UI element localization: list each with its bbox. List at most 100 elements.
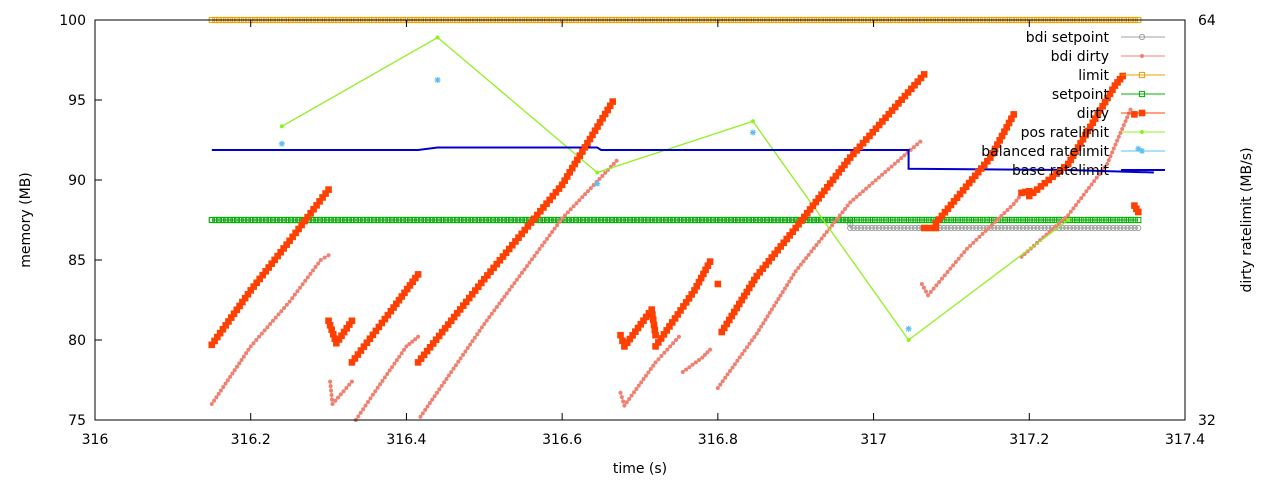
point-dirty <box>657 335 665 342</box>
point-setpoint <box>435 216 443 224</box>
point-bdi-dirty <box>763 317 768 322</box>
point-setpoint <box>497 216 504 224</box>
point-bdi-dirty <box>1059 218 1064 223</box>
point-bdi-dirty <box>329 393 334 398</box>
point-dirty <box>283 241 290 248</box>
point-setpoint <box>778 216 785 224</box>
point-bdi-dirty <box>262 328 267 333</box>
point-bdi-dirty <box>507 287 512 292</box>
point-bdi-dirty <box>399 351 404 356</box>
point-setpoint <box>417 216 424 224</box>
point-setpoint <box>698 216 706 224</box>
point-bdi-dirty <box>537 247 542 252</box>
point-dirty <box>735 300 743 308</box>
point-bdi-dirty <box>475 332 480 337</box>
point-setpoint <box>983 216 990 224</box>
point-bdi-dirty <box>899 156 904 161</box>
point-bdi-setpoint <box>1016 224 1023 232</box>
point-bdi-dirty <box>545 236 550 241</box>
point-setpoint <box>652 216 659 224</box>
series-pos-ratelimit <box>279 35 1071 342</box>
point-dirty <box>216 329 224 337</box>
point-dirty <box>326 321 334 329</box>
point-dirty <box>289 233 296 241</box>
point-dirty <box>438 328 446 336</box>
point-dirty <box>989 149 996 157</box>
point-setpoint <box>428 216 435 224</box>
point-bdi-dirty <box>759 324 764 329</box>
point-dirty <box>806 206 814 213</box>
y-tick-label: 100 <box>59 13 86 29</box>
point-dirty <box>971 172 979 180</box>
point-setpoint <box>908 216 915 224</box>
y-tick-label: 85 <box>68 253 86 269</box>
point-dirty <box>666 323 673 330</box>
point-setpoint <box>861 216 868 224</box>
point-bdi-dirty <box>708 347 713 352</box>
point-bdi-dirty <box>965 246 969 251</box>
point-bdi-dirty <box>953 260 958 265</box>
point-dirty <box>1077 140 1084 147</box>
point-bdi-dirty <box>793 269 798 274</box>
y-tick-label: 95 <box>68 93 86 109</box>
point-dirty <box>762 261 770 269</box>
point-bdi-dirty <box>552 226 557 231</box>
point-bdi-dirty <box>705 350 710 355</box>
point-bdi-dirty <box>465 346 470 351</box>
point-bdi-dirty <box>270 318 275 323</box>
point-dirty <box>225 318 232 325</box>
point-dirty <box>310 205 317 213</box>
point-dirty <box>268 260 275 267</box>
point-bdi-dirty <box>329 388 334 393</box>
point-setpoint <box>1127 216 1135 224</box>
point-setpoint <box>471 216 479 224</box>
point-bdi-setpoint <box>875 224 883 232</box>
point-dirty <box>493 260 501 268</box>
point-bdi-dirty <box>796 265 801 270</box>
point-bdi-dirty <box>370 392 375 397</box>
point-dirty <box>663 327 670 334</box>
y-tick-label: 80 <box>68 333 86 349</box>
point-dirty <box>333 339 340 347</box>
point-dirty <box>1045 176 1053 184</box>
point-bdi-setpoint <box>1077 224 1084 232</box>
point-setpoint <box>691 216 698 224</box>
point-bdi-dirty <box>700 355 705 360</box>
point-bdi-dirty <box>860 189 865 194</box>
point-setpoint <box>1088 216 1095 224</box>
point-setpoint <box>1113 216 1120 224</box>
point-setpoint <box>623 216 630 224</box>
point-bdi-dirty <box>365 400 370 404</box>
point-setpoint <box>767 216 774 224</box>
point-bdi-dirty <box>723 375 728 380</box>
point-dirty <box>1025 187 1033 195</box>
point-dirty <box>753 272 761 280</box>
point-dirty <box>932 224 940 232</box>
legend-label: base ratelimit <box>1012 163 1110 179</box>
point-dirty <box>211 337 218 345</box>
point-bdi-dirty <box>1079 196 1084 201</box>
point-setpoint <box>230 216 237 224</box>
point-dirty <box>862 136 870 143</box>
point-bdi-dirty <box>530 257 535 262</box>
point-setpoint <box>219 216 226 224</box>
point-bdi-setpoint <box>991 224 998 232</box>
point-bdi-setpoint <box>1070 224 1077 232</box>
point-bdi-dirty <box>671 341 676 346</box>
point-dirty <box>645 309 653 317</box>
point-setpoint <box>212 216 219 224</box>
point-bdi-dirty <box>662 350 667 355</box>
point-setpoint <box>976 216 983 224</box>
point-bdi-dirty <box>583 192 588 197</box>
point-bdi-dirty <box>665 347 670 352</box>
point-bdi-dirty <box>268 322 273 326</box>
point-bdi-dirty <box>214 395 219 400</box>
x-tick-label: 316 <box>82 432 109 448</box>
point-setpoint <box>749 216 756 224</box>
point-bdi-dirty <box>497 301 502 306</box>
point-setpoint <box>785 216 792 224</box>
point-setpoint <box>1102 216 1109 224</box>
point-dirty <box>527 219 535 226</box>
point-setpoint <box>266 216 273 224</box>
point-bdi-dirty <box>487 315 492 320</box>
